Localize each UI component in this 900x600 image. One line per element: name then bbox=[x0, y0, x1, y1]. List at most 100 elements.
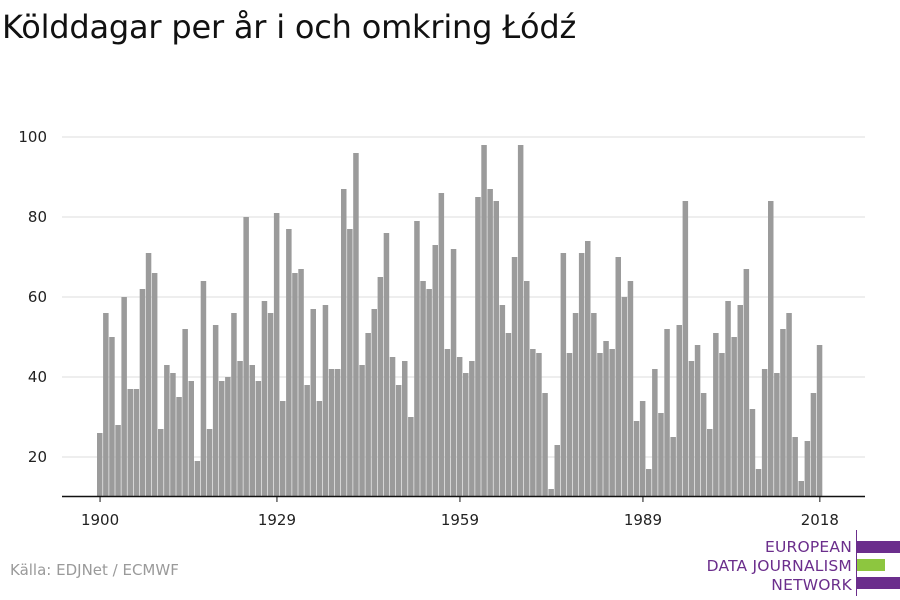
bar bbox=[121, 297, 127, 496]
bar bbox=[530, 349, 536, 496]
bar bbox=[304, 385, 310, 496]
bar bbox=[444, 349, 451, 496]
bar bbox=[97, 433, 103, 496]
y-tick-label: 60 bbox=[28, 288, 47, 306]
bar bbox=[700, 393, 707, 496]
bar bbox=[572, 313, 579, 496]
bar bbox=[310, 309, 316, 496]
bar bbox=[261, 301, 268, 496]
bar bbox=[158, 429, 164, 496]
logo-bar-bottom bbox=[857, 577, 900, 589]
y-tick-label: 100 bbox=[18, 128, 47, 146]
bar bbox=[566, 353, 573, 496]
bar bbox=[151, 273, 158, 496]
bar bbox=[816, 345, 823, 496]
bar bbox=[664, 329, 670, 496]
bar bbox=[633, 421, 640, 496]
bar bbox=[255, 381, 262, 496]
bar bbox=[810, 393, 817, 496]
bar bbox=[188, 381, 194, 496]
bar bbox=[347, 229, 353, 496]
bar bbox=[450, 249, 457, 496]
bar bbox=[560, 253, 567, 496]
bar bbox=[359, 365, 365, 496]
bar bbox=[755, 469, 762, 496]
bar bbox=[389, 357, 396, 496]
bar bbox=[792, 437, 798, 496]
x-tick-label: 1989 bbox=[624, 511, 662, 529]
bar bbox=[469, 361, 475, 496]
bar bbox=[627, 281, 634, 496]
bar bbox=[798, 481, 804, 496]
bar bbox=[597, 353, 603, 496]
bar bbox=[786, 313, 792, 496]
bar bbox=[554, 445, 560, 496]
bar bbox=[603, 341, 609, 496]
bar bbox=[688, 361, 695, 496]
bar bbox=[292, 273, 298, 496]
bar bbox=[456, 357, 463, 496]
bar bbox=[231, 313, 237, 496]
bar bbox=[219, 381, 225, 496]
bar bbox=[499, 305, 506, 496]
bar bbox=[725, 301, 731, 496]
logo-line-1: EUROPEAN bbox=[764, 538, 852, 556]
bar bbox=[578, 253, 585, 496]
bar bbox=[524, 281, 530, 496]
bar bbox=[517, 145, 524, 496]
bar bbox=[316, 401, 323, 496]
bar bbox=[426, 289, 432, 496]
bar bbox=[768, 201, 774, 496]
bar bbox=[402, 361, 408, 496]
bar bbox=[585, 241, 591, 496]
bar bbox=[719, 353, 725, 496]
bar bbox=[164, 365, 170, 496]
bar bbox=[225, 377, 231, 496]
bar bbox=[707, 429, 713, 496]
bar bbox=[615, 257, 621, 496]
logo-line-3: NETWORK bbox=[771, 576, 852, 594]
bar bbox=[542, 393, 548, 496]
y-tick-label: 20 bbox=[28, 448, 47, 466]
bar bbox=[280, 401, 286, 496]
logo-text: EUROPEAN DATA JOURNALISM NETWORK bbox=[707, 538, 852, 595]
bar bbox=[420, 281, 426, 496]
bar bbox=[639, 401, 646, 496]
logo-bar-top bbox=[857, 541, 900, 553]
y-tick-label: 80 bbox=[28, 208, 47, 226]
bar bbox=[536, 353, 542, 496]
bar bbox=[182, 329, 188, 496]
bar bbox=[414, 221, 420, 496]
bar bbox=[328, 369, 335, 496]
bar bbox=[652, 369, 658, 496]
logo-line-2: DATA JOURNALISM bbox=[706, 557, 852, 575]
bar bbox=[194, 461, 201, 496]
logo-divider bbox=[856, 530, 857, 596]
bar bbox=[249, 365, 255, 496]
bar bbox=[395, 385, 402, 496]
bar bbox=[713, 333, 719, 496]
source-note: Källa: EDJNet / ECMWF bbox=[10, 561, 179, 579]
bar bbox=[621, 297, 628, 496]
bar bbox=[780, 329, 786, 496]
chart-title: Kölddagar per år i och omkring Łódź bbox=[2, 8, 577, 46]
bar bbox=[115, 425, 121, 496]
bar bbox=[334, 369, 341, 496]
bar bbox=[804, 441, 811, 496]
bar bbox=[591, 313, 597, 496]
bar bbox=[103, 313, 109, 496]
bar bbox=[267, 313, 274, 496]
bar bbox=[127, 389, 133, 496]
axes: 20 40 60 80 100 1900 1929 1959 1989 2018 bbox=[18, 128, 865, 529]
bar bbox=[749, 409, 756, 496]
bar bbox=[139, 289, 146, 496]
bar bbox=[481, 145, 487, 496]
x-tick-label: 1929 bbox=[258, 511, 296, 529]
bar bbox=[731, 337, 737, 496]
bar bbox=[322, 305, 329, 496]
bar bbox=[243, 217, 249, 496]
bar bbox=[237, 361, 243, 496]
bar bbox=[676, 325, 682, 496]
bar bbox=[682, 201, 689, 496]
